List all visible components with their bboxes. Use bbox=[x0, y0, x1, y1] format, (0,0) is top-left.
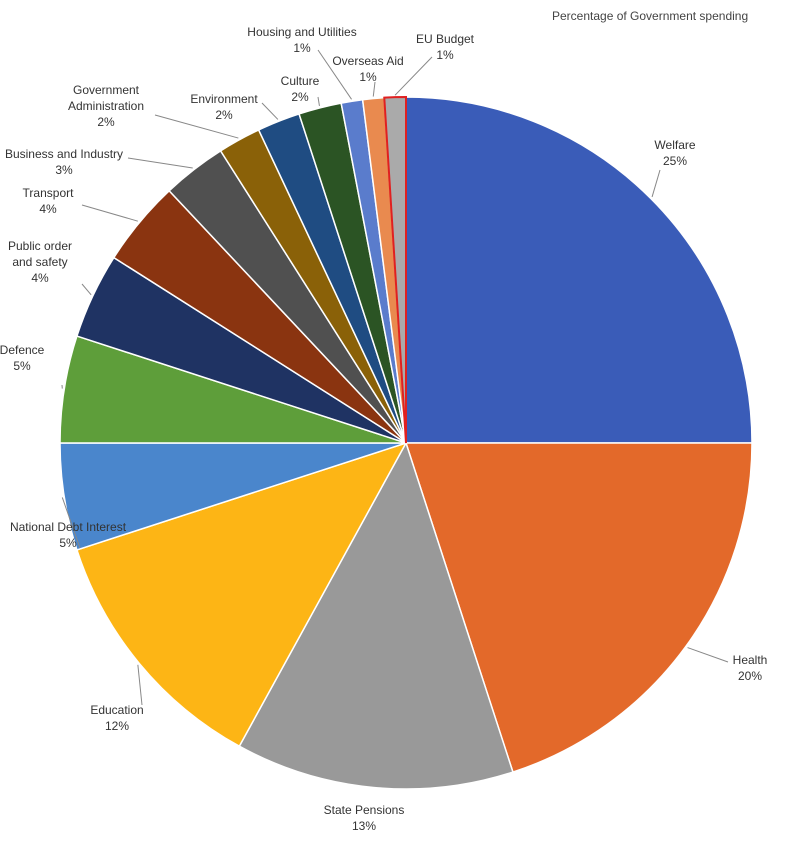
pie-slice bbox=[405, 96, 753, 444]
value-label: 12% bbox=[104, 719, 130, 733]
category-label: State Pensions bbox=[323, 803, 405, 817]
category-label: Business and Industry bbox=[4, 147, 124, 161]
leader-line bbox=[154, 114, 239, 139]
leader-line bbox=[261, 102, 279, 120]
value-label: 1% bbox=[293, 41, 311, 55]
category-label: Defence bbox=[0, 343, 45, 357]
value-label: 25% bbox=[662, 154, 688, 168]
pie-slice bbox=[238, 441, 514, 790]
pie-slice bbox=[75, 441, 408, 748]
leader-line bbox=[317, 49, 352, 100]
data-label: Public order and safety 4% bbox=[0, 238, 80, 286]
data-label: National Debt Interest 5% bbox=[10, 519, 126, 551]
pie-slice bbox=[404, 442, 753, 774]
leader-line bbox=[317, 96, 320, 107]
value-label: 2% bbox=[97, 115, 115, 129]
category-label: Housing and Utilities bbox=[247, 25, 357, 39]
value-label: 13% bbox=[351, 819, 377, 833]
chart-title: Percentage of Government spending bbox=[552, 9, 749, 23]
value-label: 4% bbox=[31, 271, 49, 285]
category-label: Government Administration bbox=[67, 83, 145, 113]
category-label: EU Budget bbox=[415, 32, 475, 46]
value-label: 2% bbox=[215, 108, 233, 122]
value-label: 5% bbox=[59, 536, 77, 550]
category-label: Culture bbox=[280, 74, 320, 88]
category-label: Overseas Aid bbox=[332, 54, 404, 68]
data-label: State Pensions 13% bbox=[324, 802, 405, 834]
data-label: Housing and Utilities 1% bbox=[247, 24, 356, 56]
value-label: 1% bbox=[359, 70, 377, 84]
data-label: Defence 5% bbox=[0, 342, 44, 374]
pie-slice bbox=[383, 95, 407, 444]
data-label: Education 12% bbox=[90, 702, 143, 734]
value-label: 2% bbox=[291, 90, 309, 104]
leader-line bbox=[137, 664, 143, 706]
category-label: Welfare bbox=[654, 138, 696, 152]
data-label: Health 20% bbox=[733, 652, 768, 684]
value-label: 20% bbox=[737, 669, 763, 683]
data-label: Business and Industry 3% bbox=[5, 146, 123, 178]
leader-line bbox=[651, 169, 661, 198]
value-label: 4% bbox=[39, 202, 57, 216]
category-label: Transport bbox=[22, 186, 74, 200]
value-label: 3% bbox=[55, 163, 73, 177]
value-label: 1% bbox=[436, 48, 454, 62]
data-label: Culture 2% bbox=[281, 73, 320, 105]
data-label: Welfare 25% bbox=[654, 137, 695, 169]
data-label: EU Budget 1% bbox=[416, 31, 474, 63]
data-label: Environment 2% bbox=[190, 91, 257, 123]
leader-line bbox=[372, 81, 376, 97]
leader-line bbox=[61, 497, 81, 549]
data-label: Overseas Aid 1% bbox=[332, 53, 403, 85]
category-label: Public order and safety bbox=[7, 239, 73, 269]
category-label: National Debt Interest bbox=[9, 520, 127, 534]
leader-line bbox=[127, 157, 193, 169]
leader-line bbox=[687, 647, 729, 663]
category-label: Education bbox=[90, 703, 144, 717]
leader-line bbox=[394, 56, 433, 96]
value-label: 5% bbox=[13, 359, 31, 373]
leader-line bbox=[81, 204, 139, 222]
data-label: Transport 4% bbox=[23, 185, 74, 217]
category-label: Environment bbox=[190, 92, 258, 106]
category-label: Health bbox=[732, 653, 768, 667]
data-label: Government Administration 2% bbox=[56, 82, 156, 130]
leader-line bbox=[81, 283, 92, 296]
